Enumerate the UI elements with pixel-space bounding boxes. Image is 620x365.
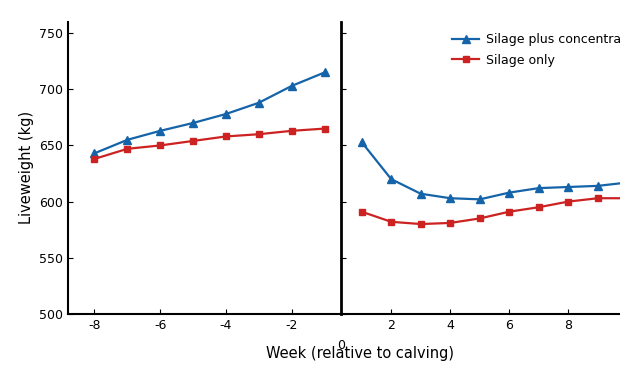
Silage plus concentrates <box>417 192 425 196</box>
Line: Silage only: Silage only <box>358 195 620 227</box>
Silage plus concentrates <box>358 140 365 144</box>
Silage only <box>505 210 513 214</box>
Silage plus concentrates <box>505 191 513 195</box>
Text: Week (relative to calving): Week (relative to calving) <box>265 346 454 361</box>
Silage plus concentrates <box>446 196 454 200</box>
Silage only <box>594 196 601 200</box>
Silage only <box>565 199 572 204</box>
Line: Silage plus concentrates: Silage plus concentrates <box>358 138 620 203</box>
Silage only <box>417 222 425 226</box>
Silage plus concentrates <box>565 185 572 189</box>
Silage only <box>446 221 454 225</box>
Silage plus concentrates <box>476 197 484 201</box>
Silage plus concentrates <box>388 177 395 181</box>
Y-axis label: Liveweight (kg): Liveweight (kg) <box>19 111 33 224</box>
Silage only <box>535 205 542 210</box>
Text: 0: 0 <box>337 339 345 353</box>
Legend: Silage plus concentrates, Silage only: Silage plus concentrates, Silage only <box>447 28 620 72</box>
Silage only <box>358 210 365 214</box>
Silage plus concentrates <box>535 186 542 190</box>
Silage only <box>388 220 395 224</box>
Silage only <box>476 216 484 220</box>
Silage plus concentrates <box>594 184 601 188</box>
